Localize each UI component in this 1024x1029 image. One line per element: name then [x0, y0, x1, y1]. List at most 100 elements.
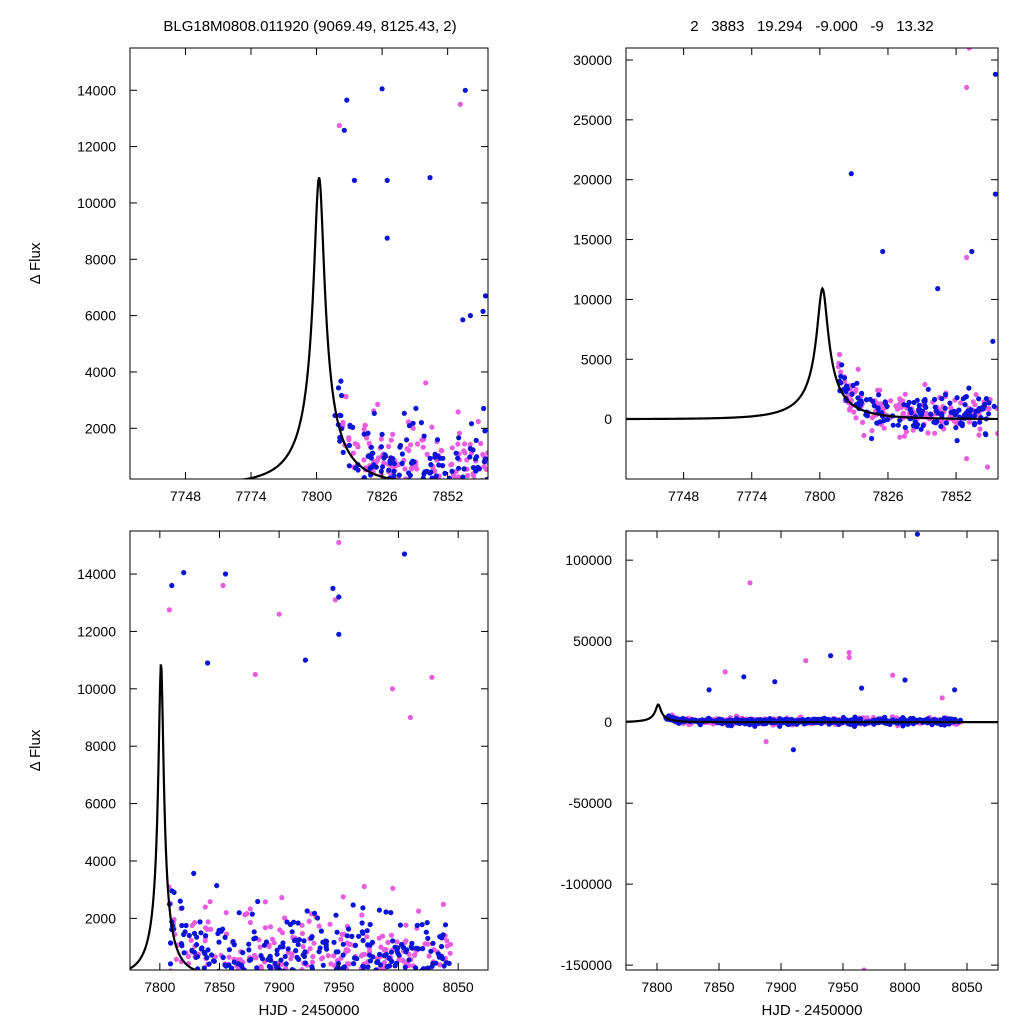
point-series-a: [842, 379, 848, 385]
y-tick-label: 6000: [85, 796, 116, 812]
point-series-b: [848, 171, 854, 177]
point-series-b: [859, 390, 865, 396]
point-series-a: [320, 955, 326, 961]
point-series-a: [416, 985, 421, 990]
point-series-a: [897, 396, 903, 402]
y-tick-label: 0: [604, 411, 612, 427]
point-series-a: [178, 974, 183, 979]
point-series-a: [442, 1018, 447, 1023]
point-series-a: [869, 428, 875, 434]
y-tick-label: 2000: [85, 910, 116, 926]
point-series-a: [364, 435, 370, 441]
point-series-a: [192, 1004, 197, 1009]
point-series-a: [403, 476, 409, 479]
y-axis-label: Δ Flux: [27, 729, 44, 771]
x-axis-label: HJD - 2450000: [762, 1002, 863, 1019]
point-series-b: [359, 920, 365, 926]
point-series-b: [312, 984, 317, 989]
point-series-b: [340, 449, 346, 455]
point-series-b: [337, 412, 343, 418]
point-series-a: [235, 992, 240, 997]
point-series-b: [402, 488, 407, 493]
point-series-b: [360, 1019, 365, 1024]
point-series-b: [949, 716, 955, 722]
panels: 7748 7774 7800 7826 7852 2000 4000 6000 8000 1000…: [27, 47, 999, 1024]
y-tick-label: -150000: [561, 957, 613, 973]
point-series-a: [375, 401, 381, 407]
point-series-a: [366, 440, 372, 446]
point-series-a: [233, 999, 238, 1004]
point-series-b: [178, 941, 184, 947]
point-series-b: [900, 723, 906, 729]
point-series-b: [954, 395, 960, 401]
point-series-b: [953, 425, 959, 431]
x-tick-label: 7826: [367, 488, 398, 504]
point-series-b: [379, 480, 384, 485]
point-series-a: [388, 932, 395, 938]
point-series-a: [948, 405, 954, 411]
x-tick-label: 8050: [443, 979, 474, 995]
point-series-a: [466, 499, 471, 504]
point-series-b: [468, 421, 475, 427]
point-series-b: [935, 286, 941, 292]
point-series-a: [333, 973, 338, 978]
point-series-b: [384, 235, 390, 241]
point-series-b: [425, 935, 431, 942]
point-series-a: [467, 482, 472, 487]
point-series-b: [470, 465, 476, 471]
point-series-b: [356, 933, 362, 939]
point-series-a: [416, 908, 422, 914]
point-series-b: [382, 452, 388, 458]
point-series-b: [409, 945, 415, 951]
point-series-b: [362, 973, 367, 978]
point-series-a: [966, 48, 972, 51]
point-series-b: [336, 631, 342, 637]
point-series-b: [938, 423, 944, 429]
point-series-b: [254, 965, 260, 970]
point-series-a: [378, 436, 384, 442]
point-series-b: [436, 983, 441, 988]
point-series-a: [439, 448, 445, 454]
point-series-b: [411, 971, 416, 976]
point-series-b: [167, 940, 174, 946]
point-series-b: [443, 960, 450, 966]
point-series-a: [406, 485, 411, 490]
x-tick-label: 7800: [301, 488, 332, 504]
point-series-a: [309, 959, 316, 965]
point-series-b: [906, 399, 912, 405]
point-series-a: [472, 477, 477, 479]
point-series-b: [226, 962, 232, 968]
y-tick-label: 50000: [573, 633, 612, 649]
point-series-b: [446, 475, 453, 479]
point-series-a: [897, 434, 903, 440]
point-series-b: [346, 442, 352, 448]
point-series-b: [973, 408, 979, 414]
point-series-b: [388, 949, 394, 955]
point-series-a: [482, 491, 487, 496]
point-series-b: [952, 687, 958, 693]
y-tick-label: 14000: [77, 82, 116, 98]
point-series-a: [331, 953, 337, 959]
point-series-a: [973, 392, 979, 398]
point-series-b: [363, 505, 368, 510]
x-tick-label: 8050: [951, 979, 982, 995]
point-series-b: [363, 983, 368, 988]
point-series-a: [364, 934, 370, 940]
point-series-b: [278, 957, 284, 963]
point-series-b: [199, 945, 205, 951]
point-series-a: [268, 924, 274, 930]
point-series-b: [204, 955, 210, 961]
point-series-b: [197, 919, 203, 925]
y-tick-label: 4000: [85, 853, 116, 869]
point-series-b: [216, 939, 222, 945]
point-series-b: [908, 410, 915, 416]
y-tick-label: 10000: [573, 291, 612, 307]
point-series-b: [948, 409, 954, 415]
point-series-b: [476, 466, 482, 472]
point-series-b: [404, 437, 410, 443]
data-points: [166, 539, 454, 1024]
point-series-b: [432, 454, 438, 460]
point-series-a: [425, 482, 430, 487]
point-series-a: [375, 508, 380, 513]
point-series-b: [422, 517, 427, 522]
